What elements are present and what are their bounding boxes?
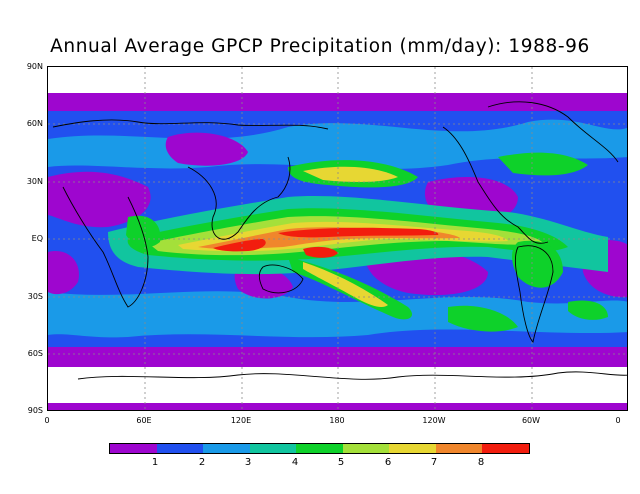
map-title: Annual Average GPCP Precipitation (mm/da…	[50, 36, 590, 57]
colorbar-swatch	[482, 444, 529, 453]
colorbar-label-3: 3	[244, 457, 252, 468]
precipitation-map	[47, 66, 628, 411]
colorbar-swatch	[296, 444, 343, 453]
colorbar-swatch	[435, 444, 482, 453]
lat-label-30s: 30S	[27, 292, 43, 301]
colorbar-swatch	[110, 444, 157, 453]
colorbar-label-5: 5	[337, 457, 345, 468]
lat-label-60n: 60N	[26, 119, 43, 128]
lon-label-60e: 60E	[136, 416, 152, 425]
lon-label-180: 180	[329, 416, 345, 425]
colorbar-swatch	[249, 444, 296, 453]
lat-label-30n: 30N	[26, 177, 43, 186]
colorbar-label-4: 4	[291, 457, 299, 468]
lon-label-60w: 60W	[521, 416, 541, 425]
colorbar-label-6: 6	[384, 457, 392, 468]
colorbar-label-8: 8	[477, 457, 485, 468]
colorbar-swatch	[203, 444, 250, 453]
lat-label-60s: 60S	[27, 349, 43, 358]
colorbar-label-7: 7	[430, 457, 438, 468]
lon-label-0: 0	[44, 416, 50, 425]
colorbar-label-1: 1	[151, 457, 159, 468]
lat-label-eq: EQ	[31, 234, 43, 243]
colorbar-swatch	[389, 444, 436, 453]
colorbar-swatch	[342, 444, 389, 453]
lat-label-90n: 90N	[26, 62, 43, 71]
precipitation-colorbar	[109, 443, 530, 454]
colorbar-swatch	[156, 444, 203, 453]
lon-label-120e: 120E	[230, 416, 252, 425]
lon-label-0-east: 0	[615, 416, 621, 425]
lat-label-90s: 90S	[27, 406, 43, 415]
lon-label-120w: 120W	[422, 416, 446, 425]
colorbar-label-2: 2	[198, 457, 206, 468]
